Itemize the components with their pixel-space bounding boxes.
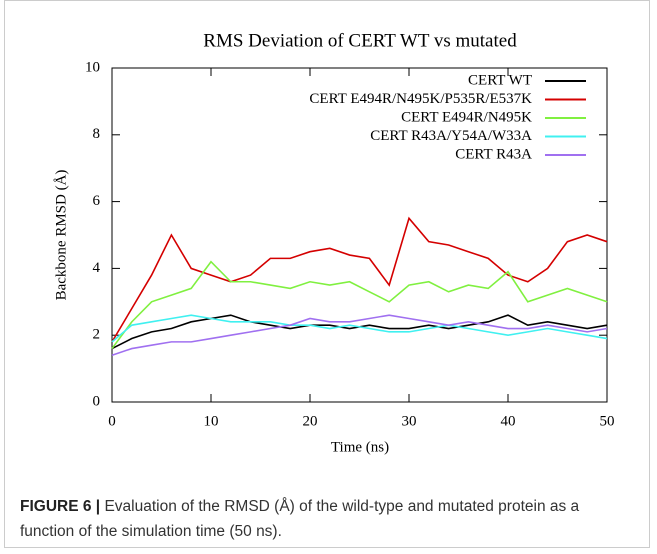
y-tick-label: 2 [93, 327, 101, 343]
x-tick-label: 40 [501, 413, 516, 429]
x-tick-label: 50 [600, 413, 615, 429]
figure-frame [4, 0, 650, 548]
y-tick-label: 8 [93, 126, 101, 142]
y-axis-label: Backbone RMSD (Å) [53, 170, 69, 301]
y-tick-label: 0 [93, 393, 101, 409]
series-line [111, 260, 608, 350]
x-axis-label: Time (ns) [331, 439, 389, 455]
x-tick-label: 20 [303, 413, 318, 429]
legend-label: CERT R43A/Y54A/W33A [370, 128, 532, 144]
caption-label: FIGURE 6 | [20, 498, 101, 515]
chart-title: RMS Deviation of CERT WT vs mutated [203, 30, 517, 51]
y-tick-label: 6 [93, 193, 101, 209]
x-tick-label: 30 [402, 413, 417, 429]
plot-border [111, 67, 608, 403]
series-line [111, 314, 608, 356]
caption-text: Evaluation of the RMSD (Å) of the wild-t… [20, 498, 580, 540]
chart: RMS Deviation of CERT WT vs mutated Time… [53, 30, 615, 455]
caption: FIGURE 6 | Evaluation of the RMSD (Å) of… [20, 494, 620, 544]
legend-label: CERT E494R/N495K [401, 109, 532, 125]
legend-label: CERT R43A [455, 146, 532, 162]
x-tick-label: 10 [204, 413, 219, 429]
y-tick-label: 4 [93, 260, 101, 276]
x-tick-label: 0 [108, 413, 116, 429]
series-line [111, 216, 608, 343]
series-line [111, 314, 608, 343]
y-tick-label: 10 [85, 59, 100, 75]
legend-label: CERT E494R/N495K/P535R/E537K [309, 91, 532, 107]
legend-label: CERT WT [468, 72, 532, 88]
